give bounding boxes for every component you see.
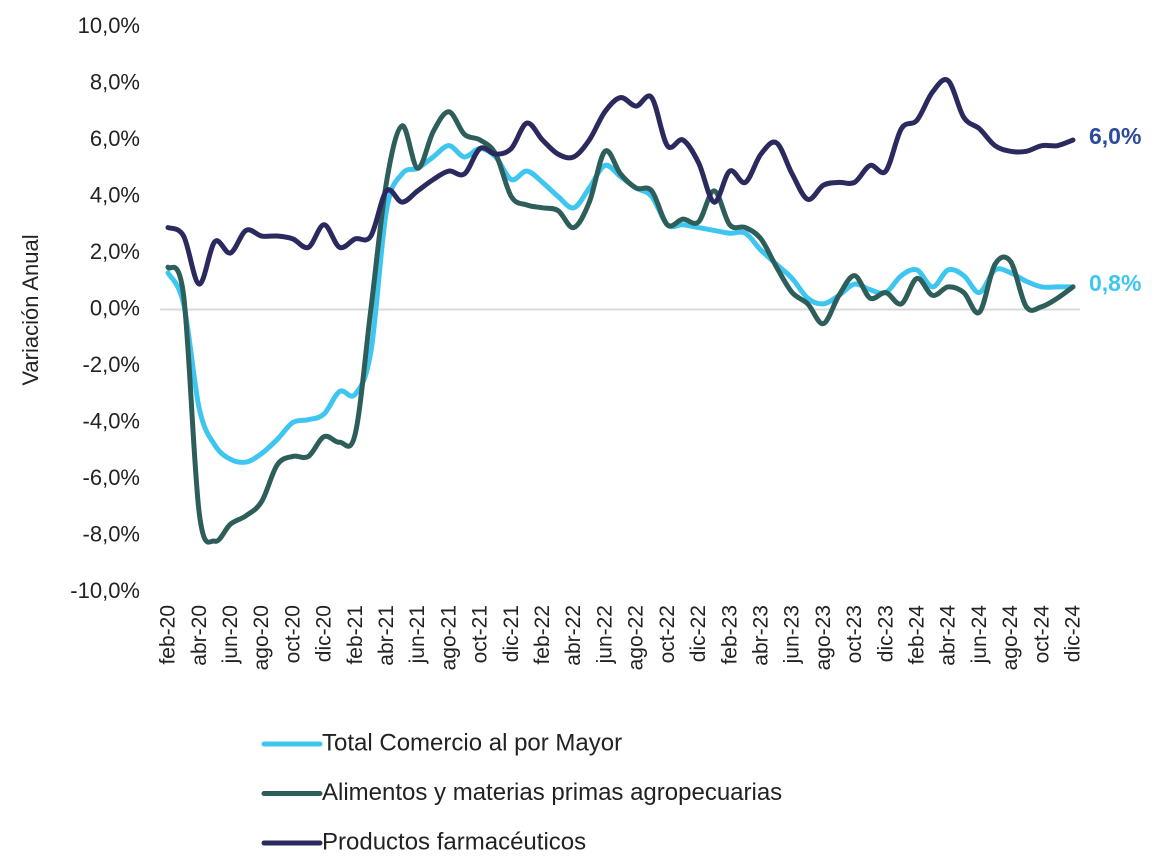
y-tick-label: 2,0% bbox=[90, 239, 140, 264]
x-tick-label: abr-21 bbox=[375, 605, 398, 666]
x-tick-label: ago-23 bbox=[812, 605, 835, 670]
x-tick-label: dic-23 bbox=[874, 605, 897, 662]
x-tick-label: oct-21 bbox=[469, 605, 492, 663]
legend-label: Alimentos y materias primas agropecuaria… bbox=[322, 779, 782, 806]
x-tick-label: feb-23 bbox=[718, 605, 741, 665]
y-tick-label: -10,0% bbox=[70, 578, 140, 603]
x-tick-label: feb-20 bbox=[157, 605, 180, 665]
y-tick-label: 8,0% bbox=[90, 69, 140, 94]
x-tick-label: jun-23 bbox=[781, 605, 804, 664]
legend-label: Total Comercio al por Mayor bbox=[322, 729, 622, 756]
x-tick-label: feb-21 bbox=[344, 605, 367, 665]
x-tick-label: jun-22 bbox=[593, 605, 616, 664]
x-tick-label: jun-21 bbox=[406, 605, 429, 664]
x-tick-label: abr-22 bbox=[562, 605, 585, 666]
x-tick-label: abr-24 bbox=[937, 605, 960, 666]
x-tick-label: feb-24 bbox=[906, 605, 929, 665]
x-tick-label: oct-22 bbox=[656, 605, 679, 663]
y-tick-label: -2,0% bbox=[83, 352, 140, 377]
x-tick-label: feb-22 bbox=[531, 605, 554, 665]
x-tick-label: ago-21 bbox=[437, 605, 460, 670]
x-tick-label: oct-24 bbox=[1030, 605, 1053, 664]
x-tick-label: dic-22 bbox=[687, 605, 710, 662]
x-tick-label: dic-21 bbox=[500, 605, 523, 662]
y-tick-label: -8,0% bbox=[83, 521, 140, 546]
end-label: 6,0% bbox=[1089, 123, 1141, 149]
series-line bbox=[165, 143, 1076, 465]
y-tick-label: 0,0% bbox=[90, 295, 140, 320]
y-axis-label: Variación Anual bbox=[18, 234, 43, 385]
y-tick-label: -4,0% bbox=[83, 408, 140, 433]
x-tick-label: dic-20 bbox=[313, 605, 336, 662]
x-tick-label: abr-20 bbox=[188, 605, 211, 666]
end-label: 0,8% bbox=[1089, 270, 1141, 296]
series-line bbox=[165, 109, 1076, 545]
series-line bbox=[165, 77, 1076, 287]
x-tick-label: jun-24 bbox=[968, 605, 991, 665]
y-tick-label: 10,0% bbox=[78, 13, 140, 38]
x-tick-label: jun-20 bbox=[219, 605, 242, 664]
x-tick-label: ago-20 bbox=[250, 605, 273, 670]
x-tick-label: dic-24 bbox=[1062, 605, 1085, 663]
x-tick-label: ago-22 bbox=[625, 605, 648, 670]
legend-label: Productos farmacéuticos bbox=[322, 828, 586, 855]
y-tick-label: -6,0% bbox=[83, 465, 140, 490]
y-tick-label: 6,0% bbox=[90, 126, 140, 151]
x-tick-label: ago-24 bbox=[999, 605, 1022, 671]
x-tick-label: oct-20 bbox=[281, 605, 304, 663]
x-tick-label: abr-23 bbox=[749, 605, 772, 666]
y-tick-label: 4,0% bbox=[90, 182, 140, 207]
x-tick-label: oct-23 bbox=[843, 605, 866, 663]
